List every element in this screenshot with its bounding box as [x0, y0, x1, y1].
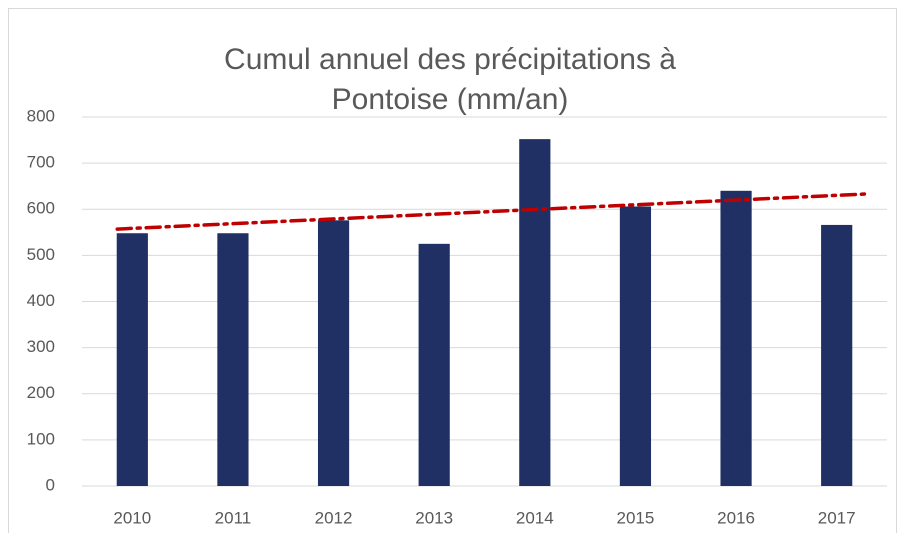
bar	[116, 233, 148, 486]
y-tick-label: 300	[27, 337, 55, 356]
x-tick-label: 2016	[717, 508, 755, 527]
bar	[821, 224, 853, 486]
y-tick-label: 200	[27, 383, 55, 402]
y-tick-label: 500	[27, 245, 55, 264]
x-tick-label: 2014	[516, 508, 554, 527]
y-tick-label: 400	[27, 291, 55, 310]
y-tick-label: 700	[27, 153, 55, 172]
y-tick-label: 0	[46, 475, 55, 494]
x-tick-label: 2015	[617, 508, 655, 527]
bar	[418, 243, 450, 486]
x-tick-label: 2012	[315, 508, 353, 527]
bar	[619, 206, 652, 487]
bar	[519, 139, 551, 486]
x-tick-label: 2010	[113, 508, 151, 527]
trendline	[115, 192, 867, 231]
bar	[317, 220, 350, 486]
bar	[217, 233, 249, 486]
x-tick-label: 2017	[818, 508, 856, 527]
bar	[720, 190, 752, 487]
y-tick-label: 600	[27, 199, 55, 218]
chart-border	[8, 8, 897, 533]
y-tick-label: 800	[27, 106, 55, 125]
y-tick-label: 100	[27, 429, 55, 448]
chart-title: Cumul annuel des précipitations à Pontoi…	[224, 43, 676, 116]
x-tick-label: 2013	[415, 508, 453, 527]
x-tick-label: 2011	[215, 508, 252, 527]
